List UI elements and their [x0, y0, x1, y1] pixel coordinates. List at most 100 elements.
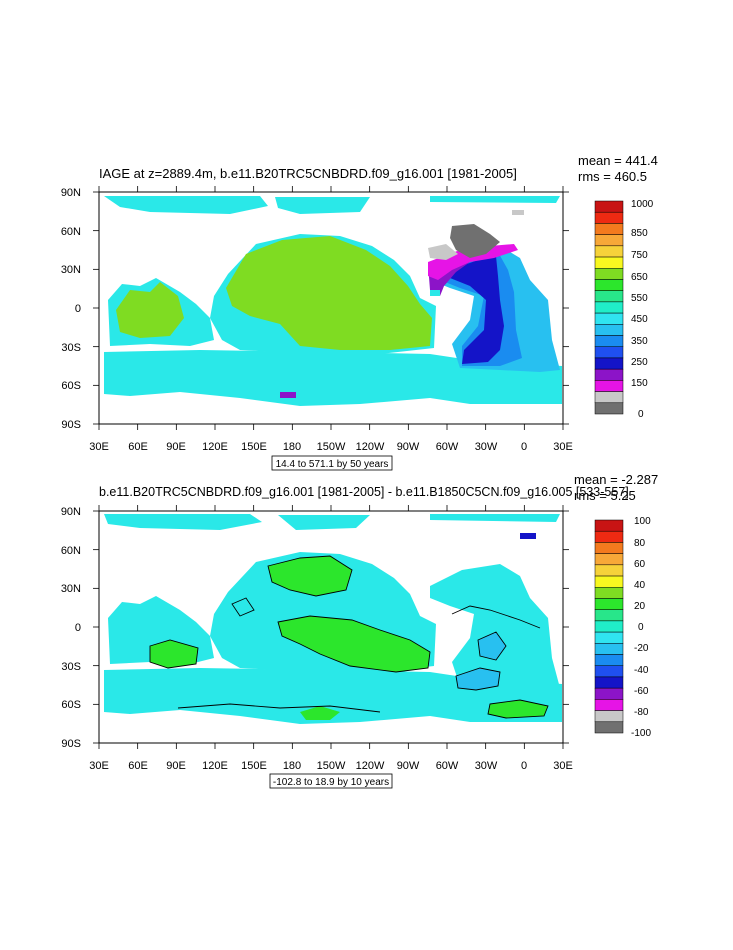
top-xtick-label: 30E — [553, 441, 573, 453]
green-anomaly-patch — [278, 616, 430, 672]
bottom-ytick-label: 0 — [75, 622, 81, 634]
bottom-cb-label: 0 — [638, 622, 644, 633]
bottom-cb-label: -100 — [631, 728, 651, 739]
colorbar-swatch — [594, 598, 624, 610]
colorbar-swatch — [594, 609, 624, 622]
arctic-ocean-region — [104, 514, 560, 530]
contour-lines — [149, 555, 549, 719]
top-xtick-label: 30E — [89, 441, 109, 453]
top-ytick-label: 30N — [61, 264, 81, 276]
bottom-cb-label: 20 — [634, 601, 646, 612]
colorbar-swatch — [594, 699, 624, 711]
colorbar-swatch — [594, 211, 624, 224]
top-xtick-label: 0 — [521, 441, 527, 453]
arctic-ocean-region — [104, 196, 560, 214]
colorbar-swatch — [594, 710, 624, 723]
colorbar-swatch — [594, 223, 624, 235]
bottom-panel: b.e11.B20TRC5CNBDRD.f09_g16.001 [1981-20… — [61, 472, 658, 789]
top-xtick-label: 150E — [241, 441, 267, 453]
bottom-xtick-label: 90E — [166, 760, 186, 772]
atlantic-ocean-magenta — [428, 244, 518, 280]
top-xtick-label: 90W — [397, 441, 420, 453]
atlantic-ocean-deepblue — [450, 256, 504, 364]
top-cb-label: 1000 — [631, 199, 654, 210]
top-ytick-label: 0 — [75, 303, 81, 315]
colorbar-swatch — [594, 368, 624, 381]
top-xtick-label: 120W — [356, 441, 385, 453]
top-ytick-label: 60S — [61, 380, 81, 392]
bottom-cb-label: -20 — [634, 643, 649, 654]
top-xtick-label: 180 — [283, 441, 301, 453]
green-anomaly-patch — [488, 700, 548, 718]
top-xtick-label: 120E — [202, 441, 228, 453]
top-cb-label: 150 — [631, 378, 648, 389]
south-purple-patch — [280, 392, 296, 398]
top-ytick-label: 60N — [61, 226, 81, 238]
bottom-range-box — [269, 773, 393, 789]
colorbar-swatch — [594, 564, 624, 577]
top-map — [99, 192, 563, 424]
bottom-range-label: -102.8 to 18.9 by 10 years — [273, 777, 389, 788]
colorbar-swatch — [594, 346, 624, 359]
colorbar-swatch — [594, 587, 624, 599]
top-ytick-label: 90N — [61, 187, 81, 199]
bottom-xtick-label: 120E — [202, 760, 228, 772]
top-colorbar-labels: 1000 850 750 650 550 450 350 250 150 0 — [631, 199, 654, 420]
bottom-tick-marks — [93, 505, 569, 749]
bottom-xtick-label: 120W — [356, 760, 385, 772]
bottom-xtick-label: 60E — [128, 760, 148, 772]
bottom-cb-label: -80 — [634, 707, 649, 718]
colorbar-swatch — [594, 542, 624, 554]
green-anomaly-patch — [268, 556, 352, 596]
colorbar-swatch — [594, 335, 624, 347]
colorbar-swatch — [594, 268, 624, 280]
colorbar-swatch — [594, 324, 624, 336]
bottom-xtick-label: 30W — [475, 760, 498, 772]
colorbar-swatch — [594, 312, 624, 325]
colorbar-swatch — [594, 530, 624, 543]
pacific-ocean-green — [226, 236, 432, 350]
green-anomaly-patch — [300, 706, 340, 720]
top-cb-label: 0 — [638, 409, 644, 420]
bottom-ytick-label: 30N — [61, 583, 81, 595]
bottom-stats-rms: rms = 5.25 — [574, 488, 636, 503]
top-colorbar — [594, 200, 624, 415]
bottom-cb-label: 80 — [634, 538, 646, 549]
top-cb-label: 550 — [631, 293, 648, 304]
top-cb-label: 350 — [631, 336, 648, 347]
bottom-map — [99, 511, 563, 743]
top-cb-label: 450 — [631, 314, 648, 325]
bottom-cb-label: -60 — [634, 686, 649, 697]
atlantic-ocean-region — [430, 564, 560, 690]
top-xtick-label: 30W — [475, 441, 498, 453]
top-xtick-label: 60W — [436, 441, 459, 453]
top-y-axis: 90N 60N 30N 0 30S 60S 90S — [61, 187, 81, 431]
bottom-cb-label: 40 — [634, 580, 646, 591]
top-cb-label: 750 — [631, 250, 648, 261]
colorbar-swatch — [594, 402, 624, 415]
colorbar-swatch — [594, 654, 624, 666]
top-xtick-label: 90E — [166, 441, 186, 453]
colorbar-swatch — [594, 687, 624, 700]
southern-ocean-region — [104, 668, 562, 724]
colorbar-swatch — [594, 676, 624, 689]
blue-anomaly-patch — [478, 632, 506, 660]
colorbar-swatch — [594, 256, 624, 269]
bottom-xtick-label: 180 — [283, 760, 301, 772]
bottom-ytick-label: 30S — [61, 661, 81, 673]
bottom-y-axis: 90N 60N 30N 0 30S 60S 90S — [61, 506, 81, 750]
top-ytick-label: 30S — [61, 342, 81, 354]
colorbar-swatch — [594, 553, 624, 566]
top-range-label: 14.4 to 571.1 by 50 years — [276, 459, 389, 470]
bottom-colorbar — [594, 519, 624, 734]
bottom-ytick-label: 60S — [61, 699, 81, 711]
bering-patch — [430, 290, 440, 296]
bottom-xtick-label: 30E — [553, 760, 573, 772]
top-stats-mean: mean = 441.4 — [578, 153, 658, 168]
bottom-xtick-label: 0 — [521, 760, 527, 772]
bottom-xtick-label: 30E — [89, 760, 109, 772]
deep-blue-patch — [520, 533, 536, 539]
bottom-ytick-label: 60N — [61, 545, 81, 557]
top-panel: IAGE at z=2889.4m, b.e11.B20TRC5CNBDRD.f… — [61, 153, 658, 471]
